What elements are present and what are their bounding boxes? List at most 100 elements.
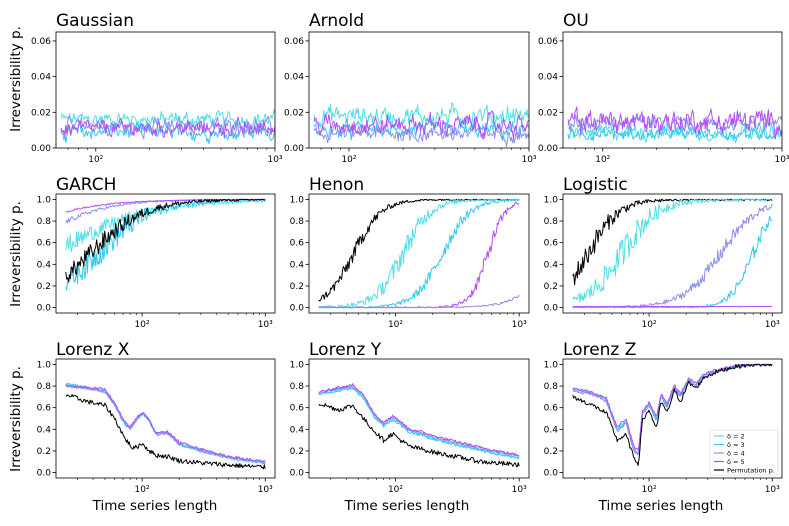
series-group bbox=[60, 109, 275, 145]
series-line-delta-2 bbox=[572, 198, 773, 303]
x-tick-label: 10² bbox=[595, 155, 610, 165]
y-tick-label: 0.6 bbox=[544, 239, 559, 249]
legend-label: δ = 5 bbox=[727, 458, 745, 466]
xlabel-col-3: Time series length bbox=[598, 498, 724, 514]
series-group bbox=[572, 363, 773, 466]
y-tick-label: 0.8 bbox=[290, 217, 305, 227]
series-group bbox=[567, 106, 782, 144]
ylabel-row-2: Irreversibility p. bbox=[8, 201, 24, 307]
y-tick-label: 0.02 bbox=[284, 108, 304, 118]
panel-title: OU bbox=[563, 11, 589, 31]
x-tick-label: 10³ bbox=[258, 320, 273, 330]
y-tick-label: 0.4 bbox=[290, 260, 305, 270]
legend-item: δ = 5 bbox=[714, 458, 745, 466]
series-line-delta-2 bbox=[567, 121, 782, 144]
y-tick-label: 0.4 bbox=[290, 425, 305, 435]
series-line-delta-4 bbox=[318, 385, 520, 457]
series-line-delta-2 bbox=[60, 109, 275, 131]
y-tick-label: 0.04 bbox=[284, 73, 304, 83]
y-tick-label: 0.0 bbox=[37, 469, 52, 479]
series-line-permutation bbox=[318, 198, 520, 302]
series-group bbox=[318, 383, 520, 468]
series-line-delta-4 bbox=[313, 123, 529, 148]
y-tick-label: 0.2 bbox=[37, 447, 51, 457]
legend-item: δ = 2 bbox=[714, 432, 745, 440]
shared-x-labels: Time series length Time series length Ti… bbox=[92, 498, 724, 514]
x-tick-label: 10² bbox=[341, 155, 356, 165]
x-tick-label: 10³ bbox=[258, 485, 273, 495]
y-tick-label: 0.2 bbox=[544, 282, 558, 292]
xlabel-col-1: Time series length bbox=[92, 498, 218, 514]
x-tick-label: 10³ bbox=[512, 485, 527, 495]
legend-label: δ = 2 bbox=[727, 432, 745, 440]
series-line-permutation bbox=[65, 394, 266, 470]
panel-lorenz-x: Lorenz X 0.0 0.2 0.4 0.6 0.8 1.0 10² 10³ bbox=[37, 340, 276, 495]
x-tick-label: 10² bbox=[388, 320, 403, 330]
x-tick-label: 10² bbox=[388, 485, 403, 495]
y-tick-label: 0.6 bbox=[290, 239, 305, 249]
y-tick-label: 0.8 bbox=[37, 217, 52, 227]
series-line-delta-5 bbox=[567, 106, 782, 140]
y-tick-label: 0.4 bbox=[37, 425, 52, 435]
series-line-delta-5 bbox=[318, 383, 520, 457]
series-group bbox=[65, 198, 266, 291]
ylabel-row-3: Irreversibility p. bbox=[8, 366, 24, 472]
series-line-permutation bbox=[572, 363, 773, 466]
panel-gaussian: Gaussian 0.00 0.02 0.04 0.06 10² 10³ bbox=[31, 11, 283, 165]
panel-henon: Henon 0.0 0.2 0.4 0.6 0.8 1.0 10² 10³ bbox=[290, 175, 530, 330]
panel-garch: GARCH 0.0 0.2 0.4 0.6 0.8 1.0 10² 10³ bbox=[37, 175, 276, 330]
y-tick-label: 0.4 bbox=[544, 260, 559, 270]
y-tick-label: 0.06 bbox=[538, 37, 558, 47]
x-tick-label: 10² bbox=[642, 320, 657, 330]
shared-y-labels: Irreversibility p. Irreversibility p. Ir… bbox=[8, 26, 24, 472]
panel-title: Arnold bbox=[309, 11, 364, 31]
y-tick-label: 1.0 bbox=[544, 360, 559, 370]
y-tick-label: 0.02 bbox=[31, 108, 51, 118]
axes-frame bbox=[308, 358, 530, 479]
x-tick-label: 10² bbox=[642, 485, 657, 495]
y-tick-label: 1.0 bbox=[290, 195, 305, 205]
y-tick-label: 0.2 bbox=[290, 282, 304, 292]
y-tick-label: 0.04 bbox=[31, 73, 51, 83]
y-tick-label: 0.06 bbox=[284, 37, 304, 47]
y-tick-label: 0.0 bbox=[290, 304, 305, 314]
panel-logistic: Logistic 0.0 0.2 0.4 0.6 0.8 1.0 10² 10³ bbox=[544, 175, 783, 330]
y-tick-label: 0.00 bbox=[31, 144, 51, 154]
series-line-delta-5 bbox=[60, 116, 275, 138]
series-line-delta-5 bbox=[65, 384, 266, 463]
y-tick-label: 1.0 bbox=[290, 360, 305, 370]
y-tick-label: 0.2 bbox=[544, 447, 558, 457]
panel-title: Lorenz Y bbox=[309, 340, 382, 360]
series-line-delta-4 bbox=[567, 111, 782, 132]
legend-item: δ = 4 bbox=[714, 449, 745, 457]
legend-item: Permutation p. bbox=[714, 466, 775, 474]
y-tick-label: 0.6 bbox=[544, 404, 559, 414]
y-tick-label: 0.0 bbox=[544, 304, 559, 314]
y-tick-label: 0.00 bbox=[284, 144, 304, 154]
series-line-delta-3 bbox=[318, 387, 520, 460]
x-tick-label: 10² bbox=[88, 155, 103, 165]
axes-frame bbox=[308, 31, 530, 149]
y-tick-label: 0.04 bbox=[538, 73, 558, 83]
series-group bbox=[318, 198, 520, 309]
panel-arnold: Arnold 0.00 0.02 0.04 0.06 10² 10³ bbox=[284, 11, 537, 165]
axes-frame bbox=[562, 31, 783, 149]
x-tick-label: 10³ bbox=[267, 155, 282, 165]
panel-title: Lorenz Z bbox=[563, 340, 636, 360]
panel-title: GARCH bbox=[56, 175, 116, 195]
xlabel-col-2: Time series length bbox=[344, 498, 470, 514]
y-tick-label: 0.0 bbox=[290, 469, 305, 479]
panel-ou: OU 0.00 0.02 0.04 0.06 10² 10³ bbox=[538, 11, 789, 165]
y-tick-label: 0.8 bbox=[544, 382, 559, 392]
series-line-delta-2 bbox=[318, 198, 520, 309]
y-tick-label: 0.8 bbox=[290, 382, 305, 392]
axes-frame bbox=[562, 358, 783, 479]
axes-frame bbox=[55, 193, 276, 314]
legend-label: δ = 3 bbox=[727, 441, 745, 449]
axes-frame bbox=[562, 193, 783, 314]
panel-lorenz-y: Lorenz Y 0.0 0.2 0.4 0.6 0.8 1.0 10² 10³ bbox=[290, 340, 530, 495]
panel-lorenz-z: Lorenz Z 0.0 0.2 0.4 0.6 0.8 1.0 10² 10³ bbox=[544, 340, 783, 495]
y-tick-label: 0.2 bbox=[37, 282, 51, 292]
y-tick-label: 0.06 bbox=[31, 37, 51, 47]
